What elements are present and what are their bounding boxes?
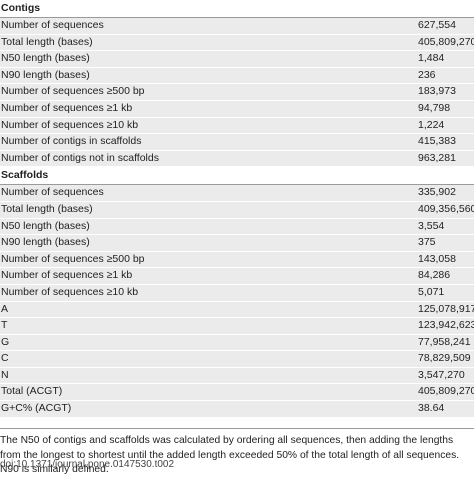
table: Contigs Number of sequences 627,554 Total l… — [0, 0, 474, 418]
row-label: N90 length (bases) — [1, 68, 90, 81]
row-value: 84,286 — [418, 269, 451, 282]
row-value: 77,958,241 — [418, 335, 471, 348]
doi: doi:10.1371/journal.pone.0147530.t002 — [0, 459, 175, 470]
row-label: Number of contigs not in scaffolds — [1, 151, 159, 164]
row-label: N50 length (bases) — [1, 52, 90, 65]
table-row: N90 length (bases) 236 — [0, 67, 474, 85]
table-row: Total length (bases) 409,356,560 — [0, 201, 474, 219]
table-row: A 125,078,917 — [0, 301, 474, 319]
row-label: Number of sequences ≥500 bp — [1, 85, 145, 98]
row-value: 5,071 — [418, 285, 445, 298]
table-row: Total (ACGT) 405,809,270 — [0, 384, 474, 402]
table-row: Total length (bases) 405,809,270 — [0, 34, 474, 52]
row-value: 123,942,623 — [418, 319, 474, 332]
table-row: N50 length (bases) 1,484 — [0, 51, 474, 68]
row-value: 78,829,509 — [418, 352, 471, 365]
row-value: 236 — [418, 68, 436, 81]
table-row: Number of sequences ≥10 kb 5,071 — [0, 284, 474, 302]
table-row: T 123,942,623 — [0, 318, 474, 335]
row-label: Total (ACGT) — [1, 385, 63, 398]
table-row: Number of sequences ≥1 kb 94,798 — [0, 100, 474, 118]
row-label: Total length (bases) — [1, 35, 93, 48]
row-label: G+C% (ACGT) — [1, 402, 72, 415]
row-value: 405,809,270 — [418, 385, 474, 398]
table-row: Number of sequences ≥500 bp 143,058 — [0, 251, 474, 269]
table-row: G 77,958,241 — [0, 334, 474, 352]
row-value: 405,809,270 — [418, 35, 474, 48]
row-label: Number of sequences ≥1 kb — [1, 269, 133, 282]
table-row: N 3,547,270 — [0, 367, 474, 385]
table-row: Number of sequences 335,902 — [0, 185, 474, 202]
table-row: Number of sequences 627,554 — [0, 18, 474, 35]
row-label: Number of sequences ≥500 bp — [1, 252, 145, 265]
row-label: T — [1, 319, 8, 332]
row-label: Total length (bases) — [1, 202, 93, 215]
table-row: Number of contigs not in scaffolds 963,28… — [0, 150, 474, 168]
section-title: Contigs — [1, 2, 41, 14]
row-value: 3,554 — [418, 219, 445, 232]
table-row: C 78,829,509 — [0, 351, 474, 368]
row-value: 627,554 — [418, 19, 456, 31]
table-row: G+C% (ACGT) 38.64 — [0, 401, 474, 418]
row-label: Number of contigs in scaffolds — [1, 135, 142, 148]
footnote: The N50 of contigs and scaffolds was cal… — [0, 428, 474, 478]
table-row: Number of sequences ≥1 kb 84,286 — [0, 268, 474, 285]
row-label: N — [1, 368, 9, 381]
row-label: G — [1, 335, 10, 348]
row-label: Number of sequences — [1, 186, 104, 199]
row-value: 183,973 — [418, 85, 456, 98]
table-row: Number of contigs in scaffolds 415,383 — [0, 134, 474, 151]
row-label: Number of sequences — [1, 19, 104, 31]
section-title: Scaffolds — [1, 169, 49, 182]
row-value: 3,547,270 — [418, 368, 465, 381]
row-label: Number of sequences ≥10 kb — [1, 118, 139, 131]
table-row: N50 length (bases) 3,554 — [0, 218, 474, 236]
row-label: C — [1, 352, 9, 365]
table-row: Number of sequences ≥500 bp 183,973 — [0, 84, 474, 101]
row-label: Number of sequences ≥1 kb — [1, 101, 133, 114]
row-value: 335,902 — [418, 186, 456, 199]
row-value: 415,383 — [418, 135, 456, 148]
row-label: N50 length (bases) — [1, 219, 90, 232]
row-value: 143,058 — [418, 252, 456, 265]
row-value: 1,484 — [418, 52, 445, 65]
section-row: Scaffolds — [0, 167, 474, 186]
row-value: 94,798 — [418, 101, 451, 114]
row-label: A — [1, 302, 9, 315]
table-row: Number of sequences ≥10 kb 1,224 — [0, 117, 474, 135]
row-label: N90 length (bases) — [1, 236, 90, 249]
table-row: N90 length (bases) 375 — [0, 235, 474, 252]
row-label: Number of sequences ≥10 kb — [1, 285, 139, 298]
row-value: 963,281 — [418, 151, 456, 164]
row-value: 375 — [418, 236, 436, 249]
row-value: 409,356,560 — [418, 202, 474, 215]
row-value: 1,224 — [418, 118, 445, 131]
row-value: 125,078,917 — [418, 302, 474, 315]
row-value: 38.64 — [418, 402, 445, 415]
section-row: Contigs — [0, 0, 474, 18]
